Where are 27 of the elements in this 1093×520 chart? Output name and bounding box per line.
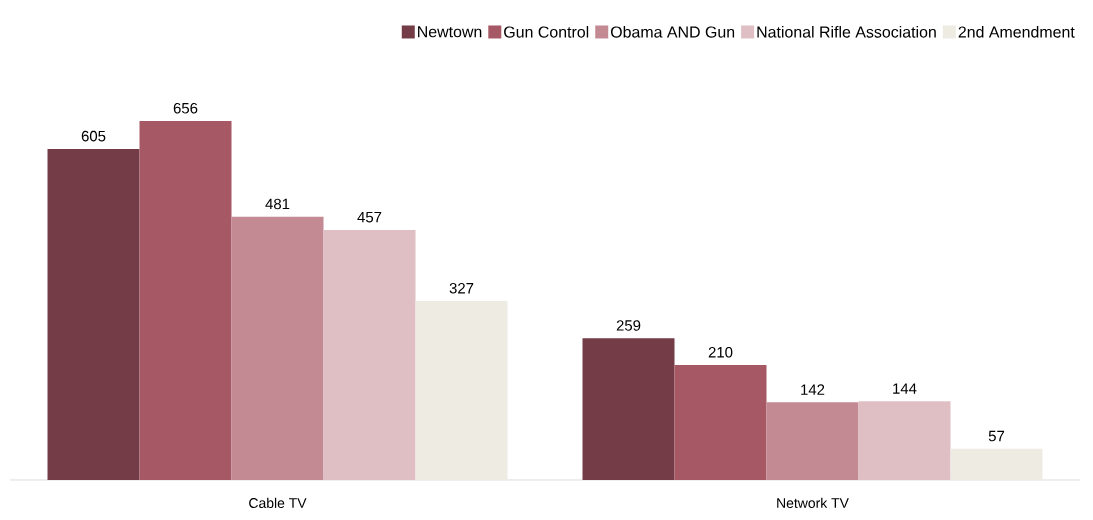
bar	[139, 121, 232, 480]
data-label: 210	[708, 346, 733, 358]
legend-label: Obama AND Gun	[610, 25, 735, 38]
legend-label: 2nd Amendment	[958, 25, 1075, 38]
data-label: 605	[81, 130, 106, 142]
bar	[415, 301, 508, 480]
bar	[231, 216, 324, 480]
bar	[766, 402, 859, 480]
bar	[674, 365, 767, 480]
bar	[582, 338, 675, 480]
x-tick-label: Network TV	[777, 497, 849, 508]
data-label: 142	[801, 384, 825, 395]
data-label: 656	[173, 102, 198, 114]
data-label: 327	[449, 282, 474, 294]
bar	[47, 148, 140, 480]
data-label: 57	[988, 430, 1005, 442]
bar	[323, 229, 416, 480]
legend-label: Gun Control	[504, 25, 589, 38]
legend-label: National Rifle Association	[757, 25, 936, 38]
bar	[950, 448, 1043, 480]
data-label: 259	[616, 320, 641, 331]
bar	[858, 401, 951, 480]
data-label: 457	[357, 211, 382, 223]
data-label: 144	[893, 383, 917, 394]
legend-label: Newtown	[418, 26, 482, 38]
x-tick-label: Cable TV	[249, 497, 307, 508]
data-label: 481	[265, 198, 290, 210]
